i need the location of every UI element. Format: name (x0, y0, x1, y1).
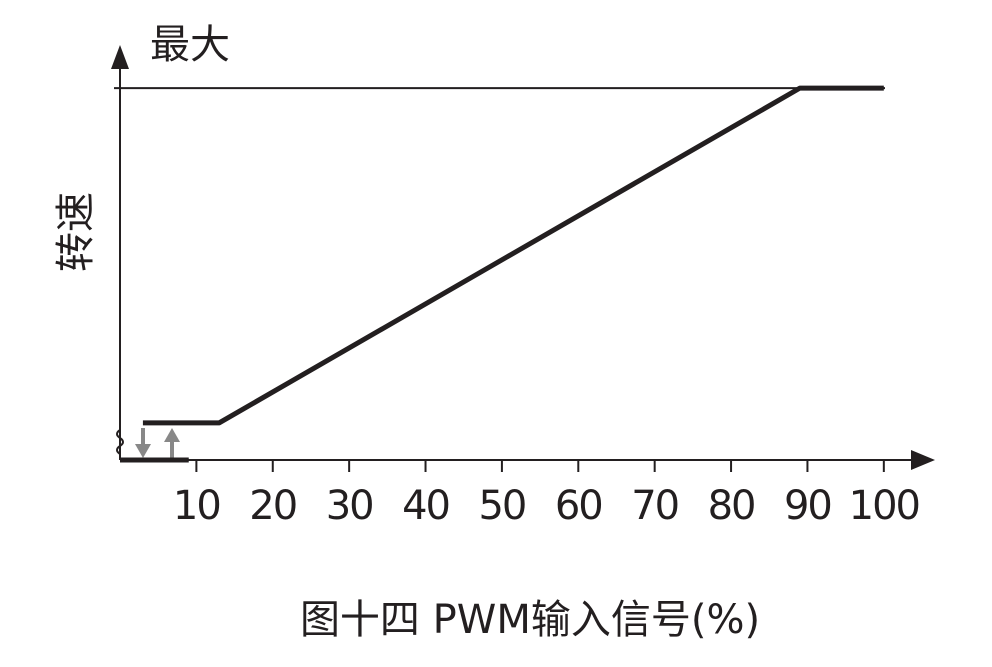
x-tick-label: 90 (784, 483, 831, 529)
x-tick-label: 100 (849, 483, 919, 529)
x-tick-label: 60 (555, 483, 602, 529)
x-tick-label: 50 (478, 483, 525, 529)
x-tick-label: 10 (173, 483, 220, 529)
x-tick-label: 40 (402, 483, 449, 529)
arrow-up-head (164, 428, 180, 442)
x-tick-label: 70 (631, 483, 678, 529)
speed-line (142, 85, 884, 426)
caption: 图十四 PWM输入信号(%) (300, 597, 760, 643)
axis-break (116, 429, 124, 455)
y-axis-arrow (111, 45, 129, 69)
arrow-down-head (135, 444, 151, 458)
x-tick-label: 20 (249, 483, 296, 529)
x-tick-label: 80 (708, 483, 755, 529)
x-tick-label: 30 (326, 483, 373, 529)
x-axis-arrow (911, 450, 935, 470)
y-axis-label: 转速 (53, 192, 99, 272)
y-tick-label: 最大 (150, 22, 230, 68)
hysteresis-arrows (135, 428, 180, 458)
